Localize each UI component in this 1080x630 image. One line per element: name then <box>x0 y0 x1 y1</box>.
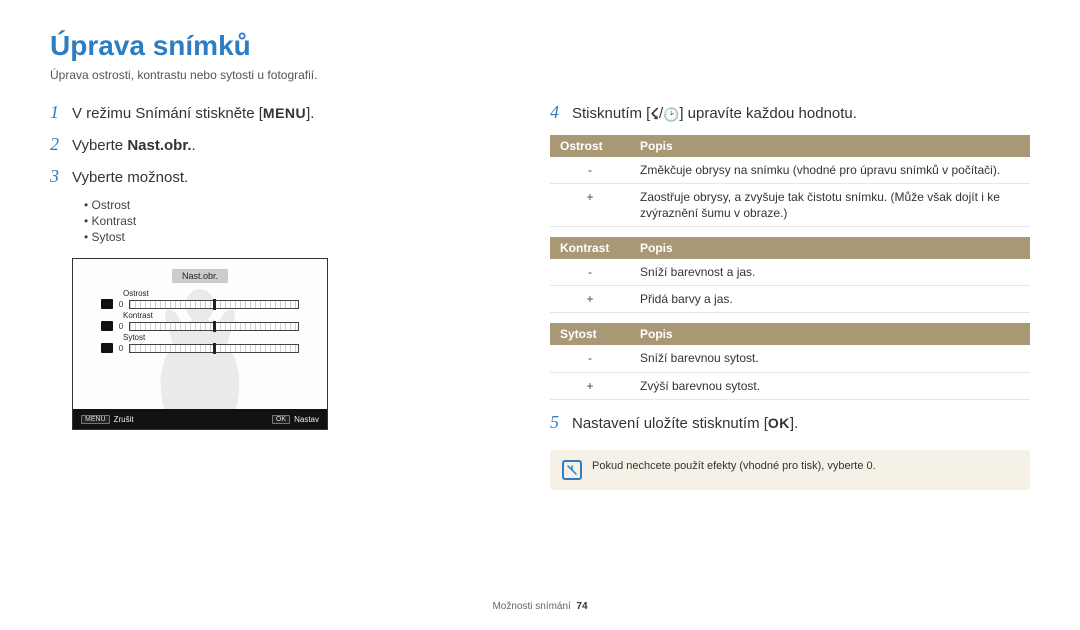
slider-row-ostrost: Ostrost 0 <box>101 289 299 309</box>
table-sign: - <box>550 345 630 372</box>
table-header: Popis <box>630 237 1030 259</box>
footer-ok-button[interactable]: OK <box>272 415 290 424</box>
preview-footer: MENU Zrušit OK Nastav <box>73 409 327 429</box>
slider-label: Kontrast <box>123 311 299 320</box>
slider-track[interactable] <box>129 300 299 309</box>
slider-value: 0 <box>117 322 125 331</box>
step-text: Vyberte <box>72 137 127 154</box>
step-text: . <box>192 137 196 154</box>
table-sign: + <box>550 183 630 226</box>
footer-label: Možnosti snímání <box>492 601 570 612</box>
panel-title: Nast.obr. <box>172 269 228 283</box>
table-kontrast: Kontrast Popis - Sníží barevnost a jas. … <box>550 237 1030 313</box>
table-row: + Zaostřuje obrysy, a zvyšuje tak čistot… <box>550 183 1030 226</box>
sharpness-icon <box>101 299 113 309</box>
table-row: - Sníží barevnou sytost. <box>550 345 1030 372</box>
step-text: ] upravíte každou hodnotu. <box>679 105 857 122</box>
note-text: Pokud nechcete použít efekty (vhodné pro… <box>592 460 876 472</box>
footer-cancel-label: Zrušit <box>114 415 134 424</box>
timer-icon <box>663 104 679 125</box>
slider-track[interactable] <box>129 322 299 331</box>
table-ostrost: Ostrost Popis - Změkčuje obrysy na snímk… <box>550 135 1030 228</box>
footer-set-label: Nastav <box>294 415 319 424</box>
footer-menu-button[interactable]: MENU <box>81 415 110 424</box>
step-1: 1 V režimu Snímání stiskněte [MENU]. <box>50 102 490 124</box>
table-sign: + <box>550 286 630 313</box>
table-header: Kontrast <box>550 237 630 259</box>
bullet-item: Sytost <box>84 230 490 244</box>
table-desc: Zvýší barevnou sytost. <box>630 372 1030 399</box>
right-column: 4 Stisknutím [/] upravíte každou hodnotu… <box>550 102 1030 490</box>
table-header: Popis <box>630 135 1030 157</box>
page-title: Úprava snímků <box>50 30 1030 62</box>
table-header: Ostrost <box>550 135 630 157</box>
camera-preview-panel: Nast.obr. Ostrost 0 Kontrast <box>72 258 328 430</box>
preview-image-area: Nast.obr. Ostrost 0 Kontrast <box>73 259 327 409</box>
note-icon <box>562 460 582 480</box>
table-desc: Přidá barvy a jas. <box>630 286 1030 313</box>
slider-value: 0 <box>117 300 125 309</box>
left-column: 1 V režimu Snímání stiskněte [MENU]. 2 V… <box>50 102 490 490</box>
menu-icon: MENU <box>263 104 306 124</box>
table-row: + Zvýší barevnou sytost. <box>550 372 1030 399</box>
page-number: 74 <box>576 601 587 612</box>
ok-icon: OK <box>768 414 790 434</box>
step-text: Vyberte možnost. <box>72 167 188 188</box>
step-bold: Nast.obr. <box>127 137 191 154</box>
step-text: Nastavení uložíte stisknutím [ <box>572 415 768 432</box>
step-number: 2 <box>50 134 72 155</box>
table-header: Popis <box>630 323 1030 345</box>
table-row: - Změkčuje obrysy na snímku (vhodné pro … <box>550 157 1030 184</box>
bullet-item: Kontrast <box>84 214 490 228</box>
table-desc: Zaostřuje obrysy, a zvyšuje tak čistotu … <box>630 183 1030 226</box>
contrast-icon <box>101 321 113 331</box>
table-sign: - <box>550 259 630 286</box>
slider-label: Ostrost <box>123 289 299 298</box>
step-number: 3 <box>50 166 72 187</box>
step-text: ]. <box>306 105 314 122</box>
step-number: 5 <box>550 412 572 433</box>
step-number: 1 <box>50 102 72 123</box>
step-3: 3 Vyberte možnost. <box>50 166 490 188</box>
flash-icon <box>650 104 659 125</box>
table-sign: - <box>550 157 630 184</box>
table-header: Sytost <box>550 323 630 345</box>
step-number: 4 <box>550 102 572 123</box>
step-text: V režimu Snímání stiskněte [ <box>72 105 263 122</box>
table-sign: + <box>550 372 630 399</box>
step-4: 4 Stisknutím [/] upravíte každou hodnotu… <box>550 102 1030 125</box>
slider-track[interactable] <box>129 344 299 353</box>
table-desc: Změkčuje obrysy na snímku (vhodné pro úp… <box>630 157 1030 184</box>
bullet-item: Ostrost <box>84 198 490 212</box>
note-box: Pokud nechcete použít efekty (vhodné pro… <box>550 450 1030 490</box>
table-desc: Sníží barevnost a jas. <box>630 259 1030 286</box>
slider-label: Sytost <box>123 333 299 342</box>
step-text: Stisknutím [ <box>572 105 650 122</box>
page-subtitle: Úprava ostrosti, kontrastu nebo sytosti … <box>50 68 1030 82</box>
table-sytost: Sytost Popis - Sníží barevnou sytost. + … <box>550 323 1030 399</box>
table-desc: Sníží barevnou sytost. <box>630 345 1030 372</box>
page-footer: Možnosti snímání 74 <box>0 601 1080 612</box>
step-3-options: Ostrost Kontrast Sytost <box>84 198 490 244</box>
step-5: 5 Nastavení uložíte stisknutím [OK]. <box>550 412 1030 434</box>
slider-row-sytost: Sytost 0 <box>101 333 299 353</box>
table-row: - Sníží barevnost a jas. <box>550 259 1030 286</box>
table-row: + Přidá barvy a jas. <box>550 286 1030 313</box>
step-text: ]. <box>790 415 798 432</box>
slider-row-kontrast: Kontrast 0 <box>101 311 299 331</box>
slider-value: 0 <box>117 344 125 353</box>
saturation-icon <box>101 343 113 353</box>
step-2: 2 Vyberte Nast.obr.. <box>50 134 490 156</box>
